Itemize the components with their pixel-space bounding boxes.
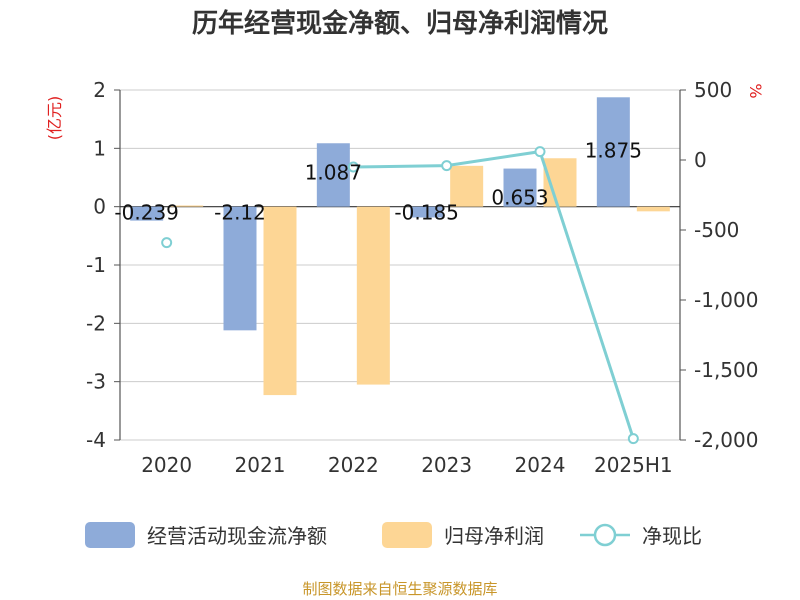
right-axis-unit: % — [746, 83, 765, 98]
ratio-point — [161, 237, 173, 249]
left-tick-label: -2 — [86, 311, 106, 335]
right-tick-label: -1,500 — [694, 358, 758, 382]
cashflow-data-label: 1.087 — [305, 160, 362, 184]
legend-label: 经营活动现金流净额 — [147, 524, 327, 548]
category-label: 2023 — [421, 453, 472, 477]
ratio-line-path — [353, 149, 635, 440]
cashflow-data-label: 0.653 — [491, 186, 548, 210]
profit-bar — [356, 206, 390, 385]
profit-bar — [170, 205, 204, 207]
category-label: 2020 — [141, 453, 192, 477]
left-tick-label: 0 — [93, 195, 106, 219]
ratio-point — [627, 433, 639, 445]
left-tick-label: -4 — [86, 428, 106, 452]
chart-title: 历年经营现金净额、归母净利润情况 — [192, 8, 608, 39]
ratio-line — [161, 146, 639, 445]
cashflow-bar — [410, 206, 444, 218]
data-labels: -0.239 -2.12 1.087 -0.185 0.653 1.875 — [114, 138, 642, 224]
right-tick-label: 0 — [694, 148, 707, 172]
cashflow-data-label: -0.239 — [114, 201, 178, 225]
legend-swatch-profit — [382, 522, 432, 548]
legend: 经营活动现金流净额 归母净利润 净现比 — [85, 522, 702, 548]
cashflow-bar — [316, 143, 350, 207]
category-label: 2025H1 — [594, 453, 673, 477]
category-label: 2021 — [235, 453, 286, 477]
left-tick-label: -3 — [86, 370, 106, 394]
category-label: 2024 — [515, 453, 566, 477]
legend-swatch-ratio-marker — [593, 523, 617, 547]
left-tick-label: 2 — [93, 78, 106, 102]
cashflow-data-label: -0.185 — [394, 201, 458, 225]
legend-label: 归母净利润 — [444, 524, 544, 548]
axes — [114, 89, 686, 441]
gridlines — [120, 89, 680, 441]
legend-swatch-cashflow — [85, 522, 135, 548]
profit-bar — [636, 206, 670, 212]
category-label: 2022 — [328, 453, 379, 477]
right-tick-label: -500 — [694, 218, 739, 242]
cashflow-bar — [503, 168, 537, 207]
bars — [130, 97, 670, 396]
ratio-point — [441, 160, 453, 172]
left-tick-label: -1 — [86, 253, 106, 277]
right-tick-label: -1,000 — [694, 288, 758, 312]
ratio-point — [347, 161, 359, 173]
legend-label: 净现比 — [642, 524, 702, 548]
cashflow-bar — [223, 206, 257, 331]
profit-bar — [450, 165, 484, 207]
profit-bar — [263, 206, 297, 396]
right-tick-label: 500 — [694, 78, 732, 102]
left-axis-unit: (亿元) — [45, 96, 64, 141]
right-tick-label: -2,000 — [694, 428, 758, 452]
cashflow-data-label: 1.875 — [585, 138, 642, 162]
cashflow-data-label: -2.12 — [214, 201, 266, 225]
tick-labels: 2 1 0 -1 -2 -3 -4 500 0 -500 -1,000 -1,500 -2,000 202… — [86, 78, 758, 477]
left-tick-label: 1 — [93, 136, 106, 160]
ratio-point — [534, 146, 546, 158]
cashflow-bar — [130, 206, 164, 221]
cashflow-bar — [596, 97, 630, 207]
source-note: 制图数据来自恒生聚源数据库 — [302, 580, 497, 598]
